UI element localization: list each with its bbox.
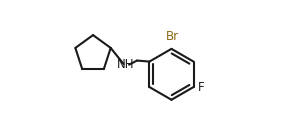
- Text: NH: NH: [117, 58, 135, 71]
- Text: F: F: [198, 81, 204, 94]
- Text: Br: Br: [166, 30, 179, 43]
